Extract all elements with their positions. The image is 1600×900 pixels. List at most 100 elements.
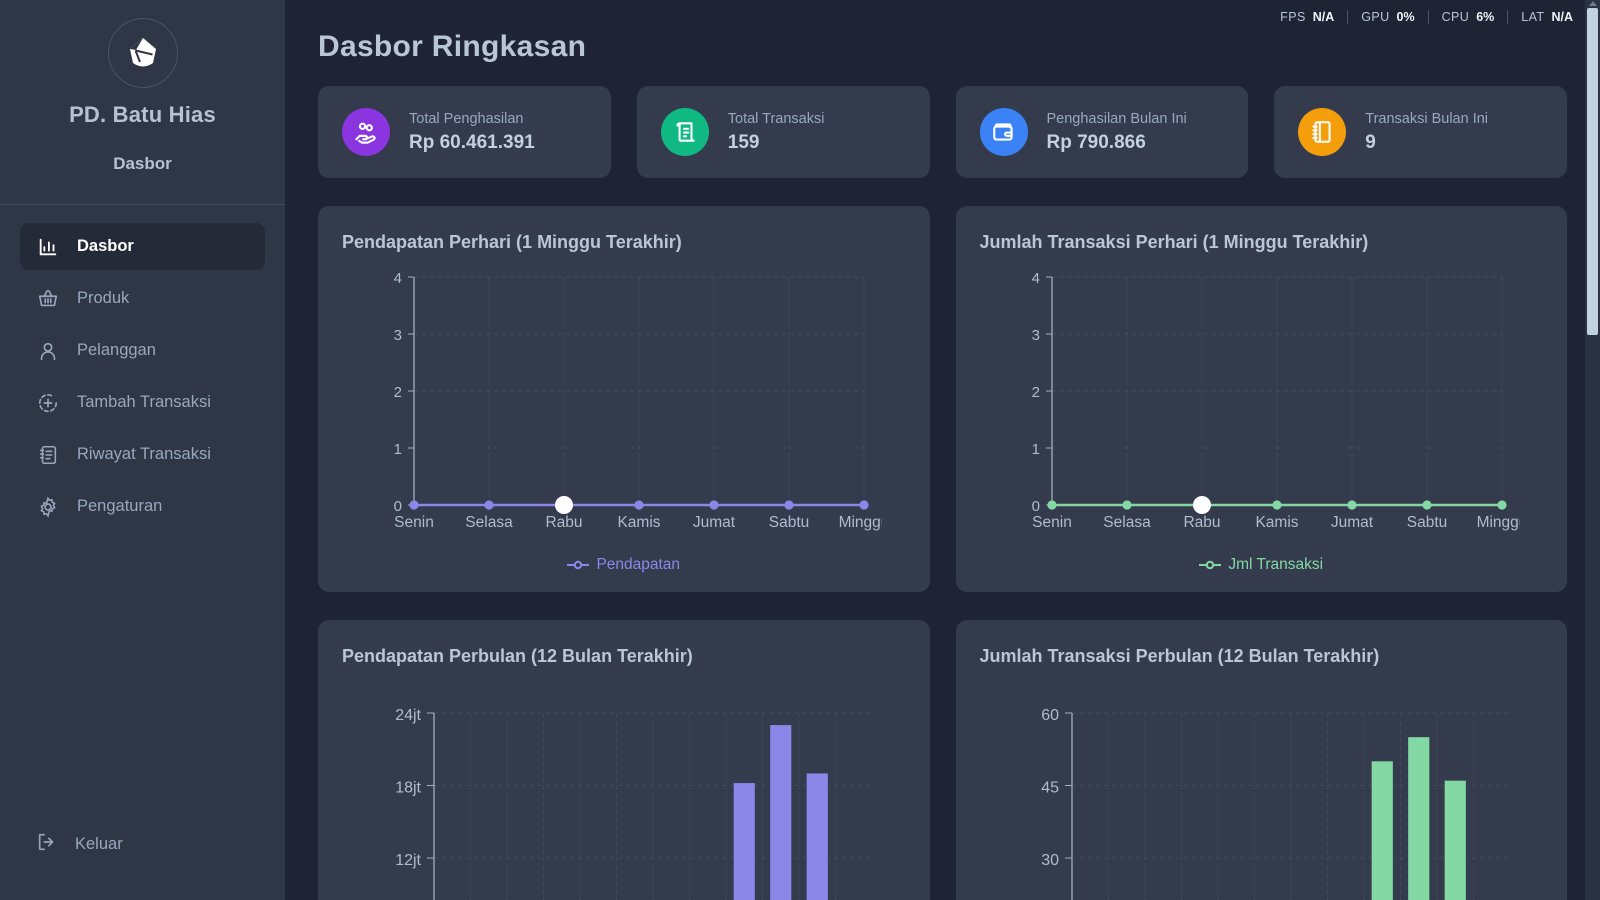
svg-text:Selasa: Selasa — [465, 514, 513, 531]
chart-daily-transactions[interactable]: 0 1 2 3 4 Senin Selasa Rabu Kamis Jumat Sabtu Mingg… — [980, 259, 1544, 554]
status-fps-key: FPS — [1280, 10, 1306, 24]
svg-text:3: 3 — [1031, 327, 1039, 344]
sidebar-divider — [0, 204, 285, 205]
svg-text:1: 1 — [1031, 441, 1039, 458]
svg-text:Sabtu: Sabtu — [1406, 514, 1447, 531]
stat-cards: Total Penghasilan Rp 60.461.391 Total Tr… — [318, 86, 1567, 178]
page-title: Dasbor Ringkasan — [318, 30, 587, 63]
svg-text:4: 4 — [1031, 270, 1039, 287]
scrollbar-thumb[interactable] — [1587, 8, 1598, 335]
gem-stone-icon — [107, 18, 178, 88]
content-area: Total Penghasilan Rp 60.461.391 Total Tr… — [285, 64, 1600, 900]
chart-monthly-transactions[interactable]: 60 45 30 — [980, 673, 1544, 900]
logout-section: Keluar — [0, 821, 285, 900]
chart-legend-daily-transactions[interactable]: Jml Transaksi — [980, 556, 1544, 574]
sidebar-item-tambah-transaksi[interactable]: Tambah Transaksi — [20, 379, 265, 426]
svg-text:4: 4 — [394, 270, 402, 287]
status-cpu: CPU 6% — [1427, 10, 1508, 24]
status-gpu-value: 0% — [1396, 10, 1415, 24]
svg-text:60: 60 — [1041, 707, 1059, 724]
gear-icon — [36, 495, 60, 519]
logout-label: Keluar — [75, 835, 123, 853]
user-icon — [36, 339, 60, 363]
charts-row-weekly: Pendapatan Perhari (1 Minggu Terakhir) 0… — [318, 206, 1567, 592]
svg-text:2: 2 — [394, 384, 402, 401]
svg-text:45: 45 — [1041, 780, 1059, 797]
logout-button[interactable]: Keluar — [20, 821, 265, 868]
chart-monthly-revenue[interactable]: 24jt 18jt 12jt — [342, 673, 906, 900]
sidebar-item-label: Dasbor — [77, 237, 134, 255]
sidebar-item-dasbor[interactable]: Dasbor — [20, 223, 265, 270]
chart-daily-revenue[interactable]: 0 1 2 3 4 Senin Selasa Rabu Kamis Jumat Sabtu Mingg… — [342, 259, 906, 554]
panel-pendapatan-perbulan: Pendapatan Perbulan (12 Bulan Terakhir) … — [318, 620, 930, 900]
svg-text:Minggu: Minggu — [1476, 514, 1519, 531]
notebook-icon — [36, 443, 60, 467]
svg-text:24jt: 24jt — [395, 707, 421, 724]
stat-card-text: Transaksi Bulan Ini 9 — [1365, 111, 1488, 154]
stat-card-penghasilan-bulan-ini[interactable]: Penghasilan Bulan Ini Rp 790.866 — [955, 86, 1249, 178]
sidebar-item-label: Pelanggan — [77, 341, 156, 359]
legend-marker-icon — [567, 560, 590, 570]
panel-jumlah-transaksi-perbulan: Jumlah Transaksi Perbulan (12 Bulan Tera… — [955, 620, 1567, 900]
scroll-up-arrow-icon[interactable] — [1589, 1, 1597, 6]
status-fps-value: N/A — [1312, 10, 1335, 24]
svg-text:30: 30 — [1041, 852, 1059, 869]
panel-title: Jumlah Transaksi Perbulan (12 Bulan Tera… — [979, 646, 1380, 666]
stat-value: 159 — [727, 131, 760, 153]
svg-text:Jumat: Jumat — [693, 514, 736, 531]
sidebar-item-riwayat-transaksi[interactable]: Riwayat Transaksi — [20, 431, 265, 478]
legend-label: Jml Transaksi — [1228, 556, 1324, 573]
basket-icon — [36, 287, 60, 311]
stat-card-text: Total Transaksi 159 — [728, 111, 825, 154]
status-gpu-key: GPU — [1361, 10, 1390, 24]
plus-circle-icon — [36, 391, 60, 415]
svg-text:Minggu: Minggu — [839, 514, 882, 531]
sidebar-item-label: Riwayat Transaksi — [77, 445, 211, 463]
stat-value: Rp 60.461.391 — [409, 131, 535, 153]
stat-card-text: Penghasilan Bulan Ini Rp 790.866 — [1047, 111, 1187, 154]
charts-row-monthly: Pendapatan Perbulan (12 Bulan Terakhir) … — [318, 620, 1567, 900]
sidebar-item-pelanggan[interactable]: Pelanggan — [20, 327, 265, 374]
svg-text:Rabu: Rabu — [545, 514, 582, 531]
svg-text:Senin: Senin — [394, 514, 434, 531]
svg-text:12jt: 12jt — [395, 852, 421, 869]
sidebar-item-pengaturan[interactable]: Pengaturan — [20, 483, 265, 530]
panel-jumlah-transaksi-perhari: Jumlah Transaksi Perhari (1 Minggu Terak… — [955, 206, 1567, 592]
sidebar-item-label: Pengaturan — [77, 497, 163, 515]
stat-label: Total Penghasilan — [409, 110, 524, 127]
receipt-icon — [660, 108, 709, 156]
svg-text:Rabu: Rabu — [1183, 514, 1220, 531]
sidebar: PD. Batu Hias Dasbor Dasbor — [0, 0, 285, 900]
status-cpu-value: 6% — [1476, 10, 1495, 24]
bar-chart-icon — [36, 235, 60, 259]
svg-text:18jt: 18jt — [395, 780, 421, 797]
stat-value: Rp 790.866 — [1046, 131, 1146, 153]
sidebar-item-produk[interactable]: Produk — [20, 275, 265, 322]
svg-text:Sabtu: Sabtu — [769, 514, 810, 531]
status-lat: LAT N/A — [1507, 10, 1586, 24]
wallet-icon — [979, 108, 1028, 156]
stat-label: Total Transaksi — [727, 110, 825, 127]
stat-card-total-penghasilan[interactable]: Total Penghasilan Rp 60.461.391 — [318, 86, 611, 178]
svg-text:0: 0 — [1031, 498, 1039, 515]
brand-subtitle: Dasbor — [113, 154, 172, 173]
svg-text:Senin: Senin — [1032, 514, 1072, 531]
svg-text:0: 0 — [394, 498, 402, 515]
panel-pendapatan-perhari: Pendapatan Perhari (1 Minggu Terakhir) 0… — [318, 206, 930, 592]
stat-label: Transaksi Bulan Ini — [1365, 110, 1489, 127]
legend-marker-icon — [1199, 560, 1222, 570]
chart-legend-daily-revenue[interactable]: Pendapatan — [342, 556, 906, 574]
status-cpu-key: CPU — [1441, 10, 1470, 24]
panel-title: Pendapatan Perhari (1 Minggu Terakhir) — [342, 232, 682, 252]
stat-card-transaksi-bulan-ini[interactable]: Transaksi Bulan Ini 9 — [1274, 86, 1567, 178]
svg-text:2: 2 — [1031, 384, 1039, 401]
status-gpu: GPU 0% — [1347, 10, 1427, 24]
vertical-scrollbar[interactable] — [1585, 0, 1600, 900]
status-fps: FPS N/A — [1267, 10, 1347, 24]
sidebar-item-label: Tambah Transaksi — [77, 393, 211, 411]
svg-text:3: 3 — [394, 327, 402, 344]
svg-text:Selasa: Selasa — [1103, 514, 1151, 531]
sidebar-nav: Dasbor Produk Pelanggan — [0, 223, 285, 530]
stat-card-total-transaksi[interactable]: Total Transaksi 159 — [636, 86, 930, 178]
